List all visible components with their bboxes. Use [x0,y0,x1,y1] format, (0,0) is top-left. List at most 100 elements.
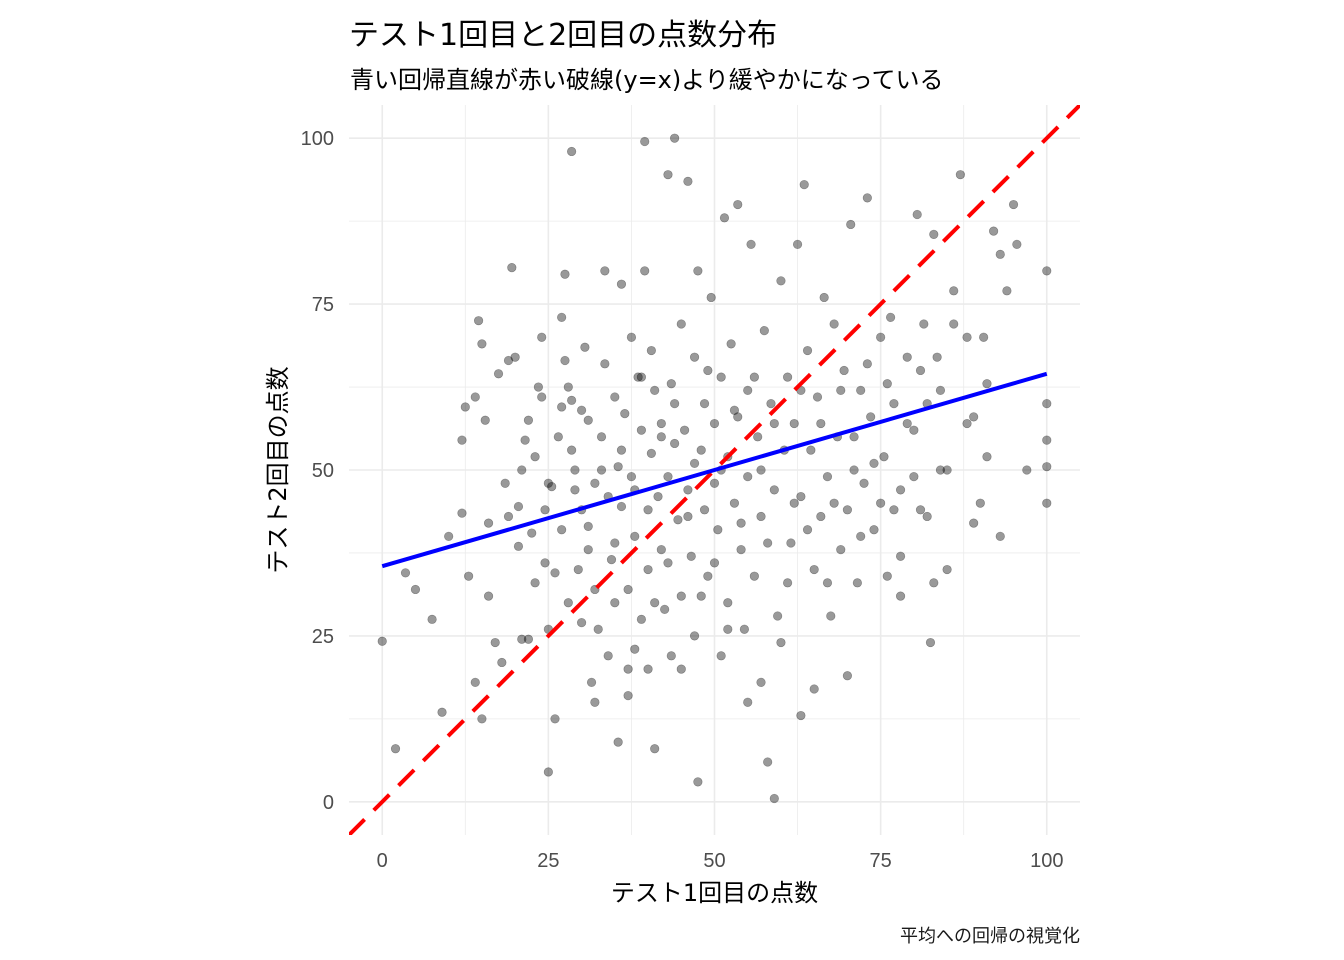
data-point [846,219,856,230]
data-point [975,498,985,508]
y-axis-title: テスト2回目の点数 [264,366,292,573]
data-point [895,485,906,495]
data-point [666,651,676,661]
data-point [576,405,587,415]
data-point [729,405,740,415]
data-point [600,266,610,276]
data-point [480,415,490,425]
data-point [856,385,866,395]
data-point [915,505,926,515]
data-point [670,399,680,409]
data-point [736,545,746,555]
data-point [640,136,650,147]
data-point [606,554,617,565]
data-point [573,564,583,575]
data-point [969,518,979,528]
x-tick-label: 0 [377,850,388,872]
data-point [663,472,673,482]
data-point [709,558,720,568]
chart-subtitle: 青い回帰直線が赤い破線(y=x)より緩やかになっている [350,66,944,94]
data-point [470,392,480,402]
data-point [716,372,726,382]
x-tick-label: 100 [1030,850,1063,872]
data-point [427,614,437,624]
data-point [610,392,620,402]
data-point [902,418,912,429]
data-point [676,591,686,601]
data-point [749,372,759,382]
data-point [563,382,573,392]
data-point [756,677,766,687]
data-point [613,737,623,747]
data-point [922,511,932,522]
data-point [683,511,693,522]
data-point [1042,435,1052,445]
data-point [630,644,640,654]
data-point [816,418,826,429]
data-point [902,352,912,362]
data-point [699,399,710,409]
x-axis-title: テスト1回目の点数 [611,879,818,907]
data-point [523,415,534,425]
data-point [743,697,753,707]
data-point [709,478,720,488]
data-point [723,624,733,634]
data-point [736,518,746,528]
data-point [663,558,673,568]
data-point [497,657,507,668]
data-point [640,266,650,276]
data-point [776,276,786,286]
data-point [773,611,783,621]
data-point [982,379,992,389]
data-point [876,332,886,342]
data-point [530,452,540,462]
data-point [437,707,447,717]
data-point [696,445,706,455]
data-point [596,465,607,475]
data-point [457,435,467,445]
data-point [500,478,510,488]
data-point [460,402,470,412]
data-point [866,412,876,422]
data-point [477,339,487,349]
x-tick-label: 50 [703,850,725,872]
data-point [942,465,952,475]
data-point [646,345,656,356]
data-point [693,266,703,276]
identity-line-y-equals-x [349,105,1080,835]
data-point [1008,199,1019,210]
data-point [696,591,706,601]
data-point [862,359,872,369]
data-point [925,637,936,648]
data-point [583,521,593,532]
data-point [969,412,979,422]
data-point [889,399,899,409]
data-point [557,402,567,412]
data-point [716,651,726,661]
data-point [610,598,620,608]
data-point [1042,399,1052,409]
regression-line [381,371,1048,569]
data-point [673,515,683,525]
data-point [679,425,690,435]
data-point [626,332,637,342]
data-point [636,372,647,382]
data-point [410,584,421,595]
data-point [689,631,700,641]
data-point [400,568,411,578]
data-point [703,365,713,376]
data-point [849,465,859,475]
data-point [477,714,487,724]
data-point [756,511,766,522]
data-point [979,332,989,342]
data-point [643,664,653,674]
data-point [806,445,816,455]
data-point [909,425,919,435]
data-point [650,385,660,395]
data-point [616,279,627,289]
data-point [686,551,696,561]
data-point [543,767,553,777]
data-point [989,226,999,236]
data-point [1042,266,1052,276]
